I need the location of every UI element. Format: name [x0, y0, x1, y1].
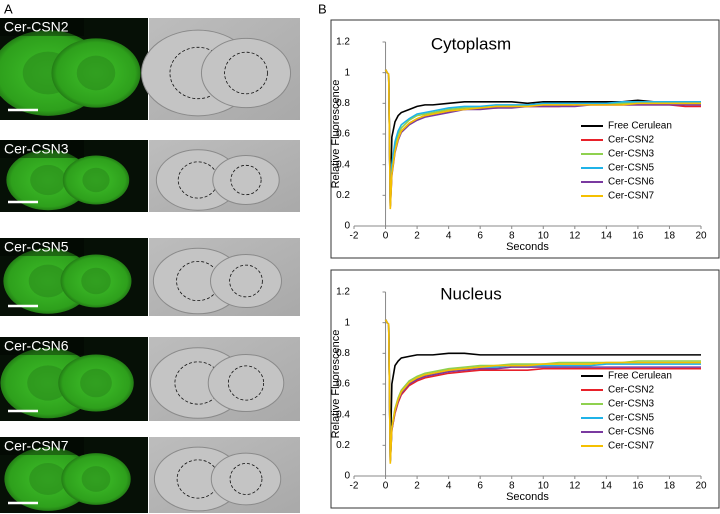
y-tick-label: 0 [344, 471, 350, 482]
x-tick-label: 20 [695, 231, 707, 242]
series-line [384, 319, 701, 458]
y-tick-label: 0.4 [336, 409, 350, 420]
nucleus [28, 264, 68, 298]
nucleus [80, 368, 112, 398]
y-tick-label: 0.8 [336, 98, 350, 109]
panel-label: A [4, 1, 13, 16]
dic-cell [210, 452, 282, 506]
legend-label: Cer-CSN6 [608, 427, 655, 438]
y-tick-label: 0.2 [336, 190, 350, 201]
x-tick-label: 4 [446, 481, 452, 492]
x-tick-label: 10 [538, 481, 550, 492]
chart-title: Cytoplasm [431, 34, 511, 53]
dic-outline [227, 365, 265, 401]
dic-outline [229, 264, 263, 298]
legend-label: Cer-CSN3 [608, 399, 655, 410]
image-label: Cer-CSN7 [4, 438, 69, 454]
x-tick-label: 20 [695, 481, 707, 492]
x-tick-label: 12 [569, 231, 581, 242]
dic-outline [229, 463, 263, 495]
y-tick-label: 1.2 [336, 37, 350, 48]
dic-cell [212, 155, 280, 205]
image-label: Cer-CSN6 [4, 338, 69, 354]
x-tick-label: 4 [446, 231, 452, 242]
x-axis-label: Seconds [506, 491, 549, 503]
nucleus [29, 463, 67, 495]
y-axis-label: Relative Fluorescence [330, 80, 342, 189]
y-tick-label: 0.2 [336, 440, 350, 451]
legend-label: Cer-CSN7 [608, 191, 655, 202]
x-tick-label: -2 [350, 481, 359, 492]
x-tick-label: 0 [383, 481, 389, 492]
nucleus [81, 267, 111, 295]
nucleus [27, 365, 69, 401]
x-tick-label: 14 [601, 231, 613, 242]
series-line [384, 69, 701, 210]
x-tick-label: 2 [414, 481, 420, 492]
x-tick-label: 2 [414, 231, 420, 242]
label-bg [0, 18, 84, 36]
nucleus [81, 466, 111, 492]
panel-label: B [318, 1, 327, 16]
y-tick-label: 0.6 [336, 379, 350, 390]
y-axis-label: Relative Fluorescence [330, 330, 342, 439]
legend-label: Cer-CSN2 [608, 135, 655, 146]
y-tick-label: 0 [344, 221, 350, 232]
y-tick-label: 1 [344, 67, 350, 78]
dic-outline [224, 51, 268, 95]
x-tick-label: 8 [509, 481, 515, 492]
label-bg [0, 140, 84, 158]
dic-cell [200, 37, 292, 109]
x-tick-label: 10 [538, 231, 550, 242]
legend-label: Cer-CSN6 [608, 177, 655, 188]
x-tick-label: 6 [477, 231, 483, 242]
label-bg [0, 337, 84, 355]
x-axis-label: Seconds [506, 241, 549, 253]
dic-outline [230, 164, 262, 196]
legend-label: Cer-CSN5 [608, 413, 655, 424]
x-tick-label: 12 [569, 481, 581, 492]
chart-title: Nucleus [440, 284, 501, 303]
x-tick-label: 6 [477, 481, 483, 492]
series-line [384, 319, 701, 464]
nucleus [30, 164, 66, 196]
legend-label: Cer-CSN2 [608, 385, 655, 396]
y-tick-label: 0.6 [336, 129, 350, 140]
image-label: Cer-CSN3 [4, 141, 69, 157]
x-tick-label: 18 [664, 481, 676, 492]
series-line [384, 69, 701, 205]
legend-label: Free Cerulean [608, 371, 672, 382]
nucleus [76, 55, 116, 91]
dic-cell [210, 253, 282, 309]
x-tick-label: 8 [509, 231, 515, 242]
x-tick-label: 14 [601, 481, 613, 492]
chart-frame [330, 269, 720, 509]
legend-label: Cer-CSN5 [608, 163, 655, 174]
nucleus [82, 167, 110, 193]
legend-label: Free Cerulean [608, 121, 672, 132]
y-tick-label: 1 [344, 317, 350, 328]
image-label: Cer-CSN2 [4, 19, 69, 35]
label-bg [0, 238, 84, 256]
y-tick-label: 1.2 [336, 287, 350, 298]
x-tick-label: 16 [632, 481, 644, 492]
y-tick-label: 0.4 [336, 159, 350, 170]
x-tick-label: -2 [350, 231, 359, 242]
x-tick-label: 16 [632, 231, 644, 242]
legend-label: Cer-CSN7 [608, 441, 655, 452]
image-label: Cer-CSN5 [4, 239, 69, 255]
label-bg [0, 437, 84, 455]
y-tick-label: 0.8 [336, 348, 350, 359]
x-tick-label: 18 [664, 231, 676, 242]
x-tick-label: 0 [383, 231, 389, 242]
dic-cell [207, 353, 285, 413]
legend-label: Cer-CSN3 [608, 149, 655, 160]
